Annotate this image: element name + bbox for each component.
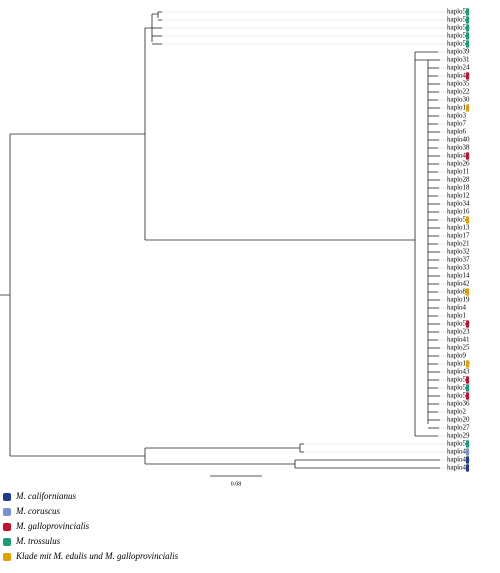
leaf-label: haplo58 — [447, 8, 470, 16]
leaf-label: haplo54 — [447, 440, 470, 448]
legend-swatch — [3, 493, 11, 501]
legend-label: M. galloprovincialis — [15, 521, 90, 531]
leaf-label: haplo29 — [447, 432, 470, 440]
leaf-label: haplo25 — [447, 344, 470, 352]
legend-label: M. californianus — [15, 491, 76, 501]
scale-label: 0.08 — [231, 481, 242, 487]
leaf-label: haplo52 — [447, 392, 470, 400]
leaf-label: haplo12 — [447, 192, 470, 200]
leaf-label: haplo34 — [447, 200, 470, 208]
leaf-label: haplo30 — [447, 96, 470, 104]
legend-swatch — [3, 508, 11, 516]
leaf-label: haplo51 — [447, 376, 470, 384]
leaf-label: haplo1 — [447, 312, 467, 320]
leaf-marker — [466, 32, 469, 40]
leaf-marker — [466, 288, 469, 296]
clade-branches — [145, 52, 429, 436]
leaf-label: haplo35 — [447, 80, 470, 88]
leaf-marker — [466, 464, 469, 472]
leaf-marker — [466, 440, 469, 448]
leaf-marker — [466, 104, 469, 112]
leaf-marker — [466, 216, 469, 224]
clade-branches — [144, 12, 159, 240]
leaf-label: haplo57 — [447, 384, 470, 392]
leaf-label: haplo31 — [447, 56, 470, 64]
leaf-marker — [466, 392, 469, 400]
leaf-label: haplo14 — [447, 272, 470, 280]
legend-label: M. coruscus — [15, 506, 60, 516]
leaf-label: haplo15 — [447, 104, 470, 112]
leaf-marker — [466, 456, 469, 464]
leaf-marker — [466, 384, 469, 392]
leaf-label: haplo20 — [447, 416, 470, 424]
leaf-label: haplo3 — [447, 112, 467, 120]
leaf-label: haplo21 — [447, 240, 470, 248]
leaf-label: haplo33 — [447, 264, 470, 272]
leaf-label: haplo17 — [447, 232, 470, 240]
leaf-label: haplo56 — [447, 24, 470, 32]
leaf-label: haplo9 — [447, 352, 467, 360]
branches — [0, 12, 429, 477]
leaf-label: haplo8 — [447, 288, 467, 296]
leaf-marker — [466, 448, 469, 456]
leaf-label: haplo13 — [447, 224, 470, 232]
leaf-marker — [466, 376, 469, 384]
leaf-marker — [466, 72, 469, 80]
leaf-marker — [466, 360, 469, 368]
leaf-label: haplo43 — [447, 368, 470, 376]
leaf-label: haplo27 — [447, 424, 470, 432]
leaf-label: haplo5 — [447, 216, 467, 224]
leaf-label: haplo18 — [447, 184, 470, 192]
leaf-label: haplo39 — [447, 48, 470, 56]
leaf-label: haplo24 — [447, 64, 470, 72]
leaf-marker — [466, 24, 469, 32]
leaf-label: haplo46 — [447, 456, 470, 464]
leaf-label: haplo11 — [447, 168, 470, 176]
leaf-label: haplo48 — [447, 152, 470, 160]
legend-swatch — [3, 553, 11, 561]
leaf-label: haplo2 — [447, 408, 467, 416]
leaf-label: haplo16 — [447, 208, 470, 216]
leaf-label: haplo26 — [447, 160, 470, 168]
leaf-label: haplo40 — [447, 136, 470, 144]
leaf-marker — [466, 152, 469, 160]
leaf-label: haplo32 — [447, 248, 470, 256]
legend-swatch — [3, 538, 11, 546]
legend-label: M. trossulus — [15, 536, 61, 546]
leaf-marker — [466, 40, 469, 48]
leaf-label: haplo19 — [447, 296, 470, 304]
leaf-label: haplo23 — [447, 328, 470, 336]
legend-label: Klade mit M. edulis und M. galloprovinci… — [15, 551, 179, 561]
leaf-label: haplo38 — [447, 144, 470, 152]
leaf-label: haplo37 — [447, 256, 470, 264]
legend-swatch — [3, 523, 11, 531]
leaf-label: haplo53 — [447, 32, 470, 40]
leaf-label: haplo6 — [447, 128, 467, 136]
leaf-label: haplo50 — [447, 320, 470, 328]
leaf-label: haplo41 — [447, 336, 470, 344]
leaf-label: haplo10 — [447, 360, 470, 368]
leaf-marker — [466, 8, 469, 16]
clade-branches — [144, 444, 301, 468]
leaf-label: haplo22 — [447, 88, 470, 96]
leaf-marker — [466, 320, 469, 328]
leaf-label: haplo47 — [447, 464, 470, 472]
root-branches — [0, 133, 145, 457]
leaf-marker — [466, 16, 469, 24]
leaf-label: haplo28 — [447, 176, 470, 184]
leaf-label: haplo36 — [447, 400, 470, 408]
leaf-label: haplo4 — [447, 304, 467, 312]
leaf-label: haplo59 — [447, 16, 470, 24]
leaf-label: haplo49 — [447, 72, 470, 80]
leaf-label: haplo44 — [447, 448, 470, 456]
leaf-label: haplo42 — [447, 280, 470, 288]
leaf-label: haplo55 — [447, 40, 470, 48]
leaf-label: haplo7 — [447, 120, 467, 128]
